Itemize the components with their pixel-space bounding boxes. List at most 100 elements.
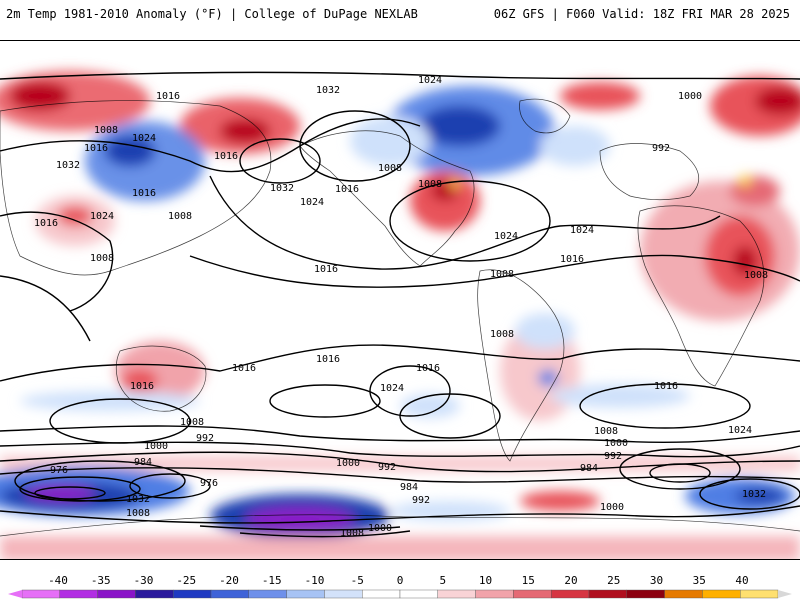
isobar-label: 1032 <box>56 160 80 171</box>
isobar-label: 992 <box>412 495 430 506</box>
colorbar-tick-label: 15 <box>521 574 535 587</box>
colorbar-scale <box>8 589 792 599</box>
isobar-label: 1016 <box>130 381 154 392</box>
isobar-label: 1008 <box>594 426 618 437</box>
isobar-label: 976 <box>200 478 218 489</box>
colorbar-segment <box>513 589 552 599</box>
colorbar-segment <box>551 589 590 599</box>
isobar-label: 1016 <box>132 188 156 199</box>
map-title: 2m Temp 1981-2010 Anomaly (°F) | College… <box>6 7 418 21</box>
coastlines <box>0 98 800 537</box>
colorbar-segment <box>664 589 703 599</box>
colorbar-min-arrow <box>8 590 22 598</box>
isobar-label: 1008 <box>126 508 150 519</box>
isobar-label: 1024 <box>132 133 156 144</box>
isobar-label: 992 <box>196 433 214 444</box>
coast-north-america <box>299 130 475 267</box>
isobar-label: 1008 <box>180 417 204 428</box>
isobar-label: 992 <box>652 143 670 154</box>
world-anomaly-map: 1024 1032 1016 1000 992 1008 1016 1024 1… <box>0 40 800 560</box>
isobar-label: 992 <box>604 451 622 462</box>
isobar-label: 1016 <box>232 363 256 374</box>
isobar-label: 1000 <box>336 458 360 469</box>
isobar-label: 984 <box>134 457 152 468</box>
colorbar-segment <box>172 589 212 599</box>
isobar-label: 1016 <box>34 218 58 229</box>
colorbar-tick-label: -35 <box>90 574 111 587</box>
isobar-label-layer: 1024 1032 1016 1000 992 1008 1016 1024 1… <box>34 75 768 539</box>
isobar-contours <box>0 71 800 538</box>
isobar-label: 1024 <box>90 211 114 222</box>
isobar-label: 1032 <box>270 183 294 194</box>
isobar-label: 1016 <box>335 184 359 195</box>
isobar-label: 1008 <box>340 528 364 539</box>
isobar-label: 1008 <box>490 269 514 280</box>
colorbar-tick-label: -5 <box>350 574 364 587</box>
colorbar-tick-label: 20 <box>564 574 578 587</box>
colorbar-segment <box>97 589 136 599</box>
coast-south-america <box>477 269 565 462</box>
isobar-label: 1008 <box>490 329 514 340</box>
isobar-label: 1016 <box>560 254 584 265</box>
isobar-label: 1024 <box>570 225 594 236</box>
isobar-label: 992 <box>378 462 396 473</box>
isobar-label: 1008 <box>94 125 118 136</box>
colorbar-segment <box>437 589 476 599</box>
isobar-label: 1016 <box>316 354 340 365</box>
isobar-label: 1008 <box>168 211 192 222</box>
colorbar-tick-label: 40 <box>735 574 749 587</box>
isobar-label: 1016 <box>654 381 678 392</box>
isobar-label: 1024 <box>300 197 324 208</box>
isobar-label: 1000 <box>678 91 702 102</box>
isobar-label: 1016 <box>314 264 338 275</box>
map-header: 2m Temp 1981-2010 Anomaly (°F) | College… <box>0 0 800 28</box>
isobar-label: 1032 <box>126 494 150 505</box>
colorbar-tick-label: 25 <box>607 574 621 587</box>
isobar-label: 1016 <box>214 151 238 162</box>
isobar-label: 1000 <box>144 441 168 452</box>
colorbar-ticks: -40 -35 -30 -25 -20 -15 -10 -5 0 5 10 15 20 25 30 35 40 <box>0 574 800 588</box>
coast-antarctica <box>0 514 800 537</box>
coast-africa <box>637 205 765 387</box>
colorbar-tick-label: -10 <box>304 574 325 587</box>
isobar-label: 1016 <box>84 143 108 154</box>
isobar-label: 1024 <box>494 231 518 242</box>
colorbar-segment <box>588 589 627 599</box>
colorbar-tick-label: -30 <box>133 574 154 587</box>
model-run-info: 06Z GFS | F060 Valid: 18Z FRI MAR 28 202… <box>493 7 790 21</box>
coast-asia <box>0 100 272 276</box>
colorbar-tick-label: 35 <box>692 574 706 587</box>
colorbar-max-arrow <box>778 590 792 598</box>
isobar-label: 1008 <box>378 163 402 174</box>
anomaly-colorbar: -40 -35 -30 -25 -20 -15 -10 -5 0 5 10 15 20 25 30 35 40 <box>0 570 800 600</box>
isobar-label: 1024 <box>380 383 404 394</box>
colorbar-segment <box>59 589 98 599</box>
colorbar-segment <box>740 589 779 599</box>
colorbar-segment <box>324 589 363 599</box>
isobar-label: 1000 <box>368 523 392 534</box>
isobar-label: 1016 <box>156 91 180 102</box>
colorbar-segment <box>21 589 60 599</box>
colorbar-tick-label: 10 <box>478 574 493 587</box>
isobar-label: 1008 <box>744 270 768 281</box>
colorbar-segment <box>626 589 665 599</box>
isobar-label: 1016 <box>416 363 440 374</box>
coast-europe <box>599 143 700 201</box>
colorbar-tick-label: 0 <box>396 574 404 587</box>
isobar-label: 1032 <box>316 85 340 96</box>
coast-australia <box>115 345 207 412</box>
isobar-label: 984 <box>400 482 418 493</box>
isobar-label: 976 <box>50 465 68 476</box>
isobar-label: 1024 <box>728 425 752 436</box>
colorbar-segment <box>362 589 401 599</box>
isobar-label: 1000 <box>604 438 628 449</box>
colorbar-tick-label: 30 <box>649 574 664 587</box>
colorbar-segment <box>702 589 741 599</box>
coast-greenland <box>519 98 571 134</box>
colorbar-segment <box>248 589 287 599</box>
colorbar-tick-label: -20 <box>219 574 239 587</box>
colorbar-segment <box>135 589 174 599</box>
isobar-label: 1032 <box>742 489 766 500</box>
colorbar-segment <box>210 589 249 599</box>
isobar-label: 1024 <box>418 75 442 86</box>
